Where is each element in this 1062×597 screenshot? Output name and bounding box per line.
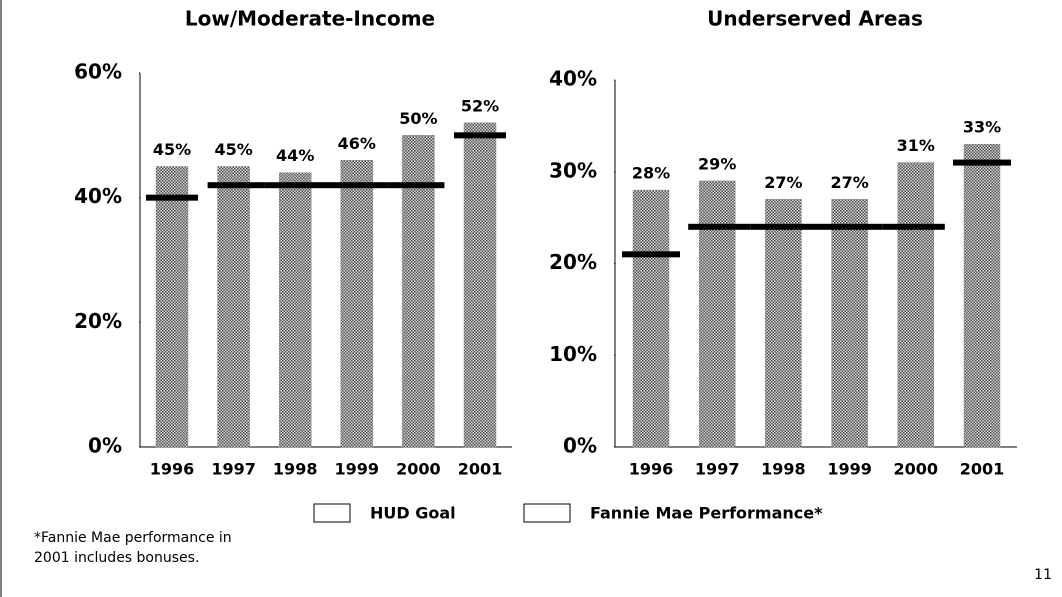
value-label: 45% xyxy=(214,140,252,159)
x-tick-label: 1999 xyxy=(335,460,380,479)
x-tick-label: 2001 xyxy=(458,460,503,479)
legend-swatch xyxy=(523,503,571,523)
y-tick-label: 20% xyxy=(74,309,122,333)
goal-line xyxy=(146,194,198,201)
x-tick-label: 1998 xyxy=(273,460,318,479)
bar xyxy=(402,135,435,448)
bar xyxy=(897,162,935,448)
page-number: 11 xyxy=(1034,567,1052,583)
value-label: 46% xyxy=(338,134,376,153)
y-tick-label: 60% xyxy=(74,60,122,84)
chart-title: Underserved Areas xyxy=(707,7,923,31)
bar xyxy=(217,166,250,448)
value-label: 33% xyxy=(963,118,1001,137)
goal-line xyxy=(882,223,945,230)
chart-title: Low/Moderate-Income xyxy=(185,7,435,31)
footnote: 2001 includes bonuses. xyxy=(34,550,199,566)
value-label: 50% xyxy=(399,109,437,128)
x-tick-label: 2000 xyxy=(894,460,939,479)
bar xyxy=(632,189,670,448)
goal-line xyxy=(387,182,445,189)
bar xyxy=(765,199,802,448)
bar xyxy=(831,199,868,448)
footnote: *Fannie Mae performance in xyxy=(34,530,232,546)
value-label: 45% xyxy=(153,140,191,159)
x-tick-label: 2001 xyxy=(960,460,1005,479)
value-label: 27% xyxy=(830,173,868,192)
x-tick-label: 1996 xyxy=(629,460,674,479)
y-tick-label: 0% xyxy=(563,434,597,458)
bar xyxy=(963,143,1001,448)
bar xyxy=(698,180,736,448)
goal-line xyxy=(750,223,817,230)
x-tick-label: 1997 xyxy=(695,460,740,479)
value-label: 44% xyxy=(276,146,314,165)
legend-swatch xyxy=(313,503,351,523)
value-label: 27% xyxy=(764,173,802,192)
y-tick-label: 20% xyxy=(549,250,597,274)
x-tick-label: 1998 xyxy=(761,460,806,479)
goal-line xyxy=(953,159,1011,166)
y-tick-label: 0% xyxy=(88,434,122,458)
value-label: 52% xyxy=(461,96,499,115)
goal-line xyxy=(688,223,751,230)
goal-line xyxy=(622,251,680,258)
y-tick-label: 10% xyxy=(549,342,597,366)
goal-line xyxy=(207,182,265,189)
bar xyxy=(463,122,497,448)
goal-line xyxy=(454,132,506,139)
bar xyxy=(155,166,189,448)
y-tick-label: 40% xyxy=(74,184,122,208)
goal-line xyxy=(816,223,883,230)
goal-line xyxy=(264,182,326,189)
x-tick-label: 1999 xyxy=(827,460,872,479)
x-tick-label: 1996 xyxy=(150,460,195,479)
y-tick-label: 30% xyxy=(549,158,597,182)
y-tick-label: 40% xyxy=(549,67,597,91)
legend-label: HUD Goal xyxy=(370,504,456,523)
goal-line xyxy=(326,182,388,189)
value-label: 31% xyxy=(897,136,935,155)
value-label: 29% xyxy=(698,154,736,173)
x-tick-label: 2000 xyxy=(396,460,441,479)
value-label: 28% xyxy=(632,164,670,183)
bar xyxy=(278,172,312,448)
x-tick-label: 1997 xyxy=(211,460,256,479)
bar xyxy=(340,160,374,448)
legend-label: Fannie Mae Performance* xyxy=(590,504,823,523)
